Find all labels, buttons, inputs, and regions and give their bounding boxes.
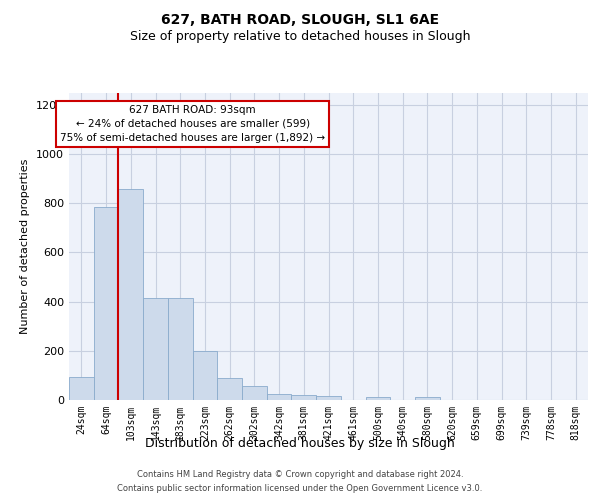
Text: Contains public sector information licensed under the Open Government Licence v3: Contains public sector information licen… [118, 484, 482, 493]
Bar [118, 189, 143, 400]
Text: Distribution of detached houses by size in Slough: Distribution of detached houses by size … [145, 438, 455, 450]
Bar [267, 394, 292, 400]
Bar [415, 397, 440, 400]
Text: Contains HM Land Registry data © Crown copyright and database right 2024.: Contains HM Land Registry data © Crown c… [137, 470, 463, 479]
Bar [217, 378, 242, 400]
Bar [94, 207, 118, 400]
Y-axis label: Number of detached properties: Number of detached properties [20, 158, 31, 334]
Bar [365, 397, 390, 400]
Text: 627 BATH ROAD: 93sqm
← 24% of detached houses are smaller (599)
75% of semi-deta: 627 BATH ROAD: 93sqm ← 24% of detached h… [60, 105, 325, 143]
Bar [193, 351, 217, 400]
Bar [143, 298, 168, 400]
Bar [292, 395, 316, 400]
Text: 627, BATH ROAD, SLOUGH, SL1 6AE: 627, BATH ROAD, SLOUGH, SL1 6AE [161, 12, 439, 26]
Bar [69, 377, 94, 400]
Text: Size of property relative to detached houses in Slough: Size of property relative to detached ho… [130, 30, 470, 43]
Bar [168, 298, 193, 400]
Bar [242, 386, 267, 400]
Bar [316, 396, 341, 400]
